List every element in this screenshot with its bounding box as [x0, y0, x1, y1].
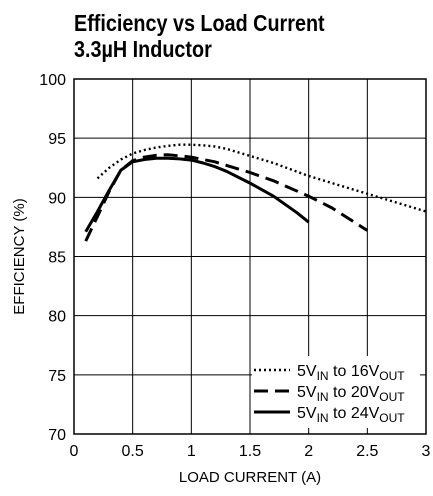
tick-labels: 70 75 80 85 90 95 100 0 0.5 1 1.5 2 2.5 3 — [39, 72, 430, 460]
x-tick-label: 0 — [70, 443, 79, 460]
x-tick-label: 1.5 — [239, 443, 261, 460]
x-tick-label: 2.5 — [356, 443, 378, 460]
legend-entry: 5VIN to 16VOUT — [297, 363, 405, 383]
y-tick-label: 75 — [48, 368, 66, 385]
x-tick-label: 0.5 — [122, 443, 144, 460]
x-tick-label: 1 — [187, 443, 196, 460]
grid — [74, 79, 426, 434]
series-line-1 — [96, 143, 427, 213]
chart-subtitle: 3.3µH Inductor — [74, 36, 212, 62]
x-axis-label: LOAD CURRENT (A) — [179, 469, 321, 486]
x-tick-label: 3 — [422, 443, 431, 460]
y-tick-label: 70 — [48, 427, 66, 444]
x-tick-label: 2 — [304, 443, 313, 460]
y-tick-label: 85 — [48, 250, 66, 267]
y-axis-label: EFFICIENCY (%) — [11, 198, 28, 314]
y-tick-label: 95 — [48, 131, 66, 148]
series-lines — [84, 143, 427, 242]
y-tick-label: 100 — [39, 72, 66, 89]
series-line-2 — [84, 153, 369, 242]
plot-frame — [73, 78, 427, 435]
series-line-3 — [84, 156, 310, 233]
chart-title: Efficiency vs Load Current — [74, 10, 325, 36]
y-tick-label: 80 — [48, 309, 66, 326]
legend-entry: 5VIN to 24VOUT — [297, 405, 405, 425]
legend-entry: 5VIN to 20VOUT — [297, 384, 405, 404]
y-tick-label: 90 — [48, 190, 66, 207]
